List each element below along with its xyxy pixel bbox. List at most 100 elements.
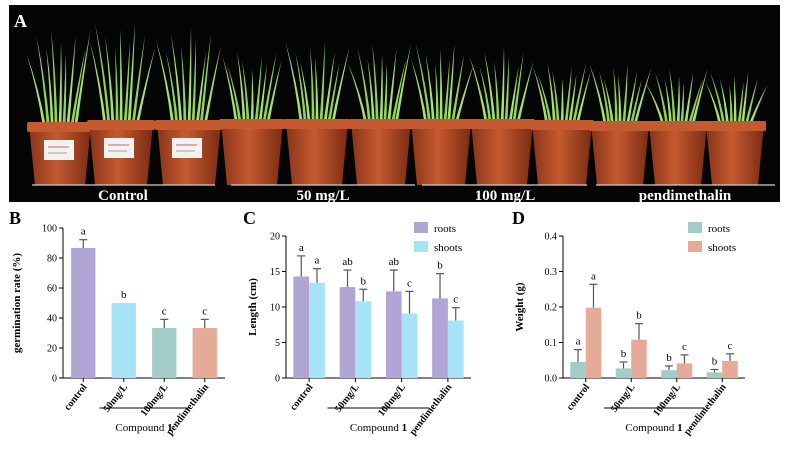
compound-group-label-number: 1 (167, 422, 173, 434)
pot-body (471, 122, 533, 185)
y-tick-label: 0.0 (545, 374, 558, 385)
y-tick-label: 10 (270, 303, 280, 314)
leaf (425, 53, 435, 124)
leaf (740, 72, 749, 126)
leaf (26, 53, 46, 127)
leaf (645, 82, 665, 126)
leaf (599, 71, 611, 126)
chart-germination-rate: 0 20 40 60 80 100 germination rate (%) control a… (11, 224, 225, 437)
leaf (664, 79, 673, 126)
y-axis-title: germination rate (%) (11, 253, 23, 354)
leaf (327, 62, 340, 124)
leaf (575, 70, 591, 125)
leaf (443, 58, 450, 124)
significance-letter: a (299, 242, 304, 254)
bar (722, 360, 738, 378)
leaf (484, 51, 496, 124)
plant-pot (348, 44, 413, 185)
leaf (625, 71, 638, 126)
y-tick-label: 40 (47, 314, 57, 325)
leaf (331, 47, 350, 124)
leaf (310, 47, 315, 124)
leaf (262, 52, 277, 124)
leaf (119, 29, 123, 125)
leaf (348, 63, 368, 124)
y-tick-label: 80 (47, 254, 57, 265)
y-tick-label: 5 (275, 338, 280, 349)
pot-body (351, 122, 411, 185)
x-tick-label: control (62, 382, 89, 413)
leaf (250, 69, 254, 124)
plant-pot (469, 47, 535, 185)
significance-letter: b (621, 348, 627, 360)
legend-label: roots (708, 223, 730, 235)
leaf (516, 61, 534, 124)
y-tick-label: 20 (47, 344, 57, 355)
pot-body (591, 124, 649, 185)
leaf (300, 62, 311, 124)
y-axis-title: Weight (g) (514, 282, 526, 332)
y-tick-label: 0 (52, 374, 57, 385)
leaf (494, 61, 500, 124)
leaf (105, 35, 115, 125)
x-tick-label: control (288, 382, 315, 413)
legend-swatch (414, 241, 428, 252)
leaf (508, 65, 519, 124)
leaf (439, 48, 443, 124)
leaf (603, 79, 615, 126)
leaf (680, 82, 684, 126)
pot-rim (155, 120, 223, 130)
y-tick-label: 0.1 (545, 338, 558, 349)
leaf (323, 52, 335, 124)
pot-body (532, 123, 592, 185)
y-tick-label: 100 (42, 224, 57, 235)
leaf (237, 52, 246, 124)
leaf (552, 70, 560, 125)
leaf (454, 63, 474, 124)
chart-weight: 0.0 0.1 0.2 0.3 0.4 Weight (g) control a a 50mg/L… (514, 222, 745, 437)
leaf (500, 47, 505, 124)
leaf (315, 57, 319, 124)
significance-letter: b (121, 289, 127, 301)
pot-body (411, 122, 471, 185)
significance-letter: ab (389, 256, 400, 268)
bar (432, 298, 448, 378)
significance-letter: b (712, 355, 718, 367)
leaf (70, 47, 86, 127)
compound-group-label: Compound 1 (350, 422, 407, 434)
leaf (357, 48, 372, 124)
photo-group-label: pendimethalin (639, 188, 732, 202)
y-tick-label: 0 (275, 374, 280, 385)
plant-pot (530, 63, 594, 185)
bar (339, 287, 356, 378)
leaf (195, 51, 206, 125)
x-tick-label: pendimethalin (408, 382, 455, 438)
pot-rim (469, 119, 535, 129)
significance-letter: c (407, 277, 412, 289)
leaf (242, 60, 250, 124)
leaf (123, 41, 130, 125)
plant-pot (155, 28, 223, 185)
leaf (390, 58, 407, 124)
bar (152, 328, 177, 378)
leaf (504, 56, 509, 124)
leaf (469, 56, 488, 124)
x-tick-label: 50mg/L (101, 382, 130, 415)
y-tick-label: 20 (270, 232, 280, 243)
leaf (447, 44, 455, 124)
leaf (589, 64, 607, 126)
legend-label: roots (434, 223, 456, 235)
leaf (127, 23, 135, 125)
leaf (254, 56, 262, 124)
significance-letter: b (666, 352, 672, 364)
leaf (737, 81, 744, 126)
x-tick-label: 100mg/L (139, 382, 171, 419)
leaf (705, 81, 722, 126)
leaf (285, 42, 303, 124)
bar (401, 313, 418, 378)
leaf (319, 42, 325, 124)
bar (192, 328, 217, 378)
leaf (58, 41, 62, 127)
leaf (512, 51, 524, 124)
significance-letter: a (576, 336, 581, 348)
